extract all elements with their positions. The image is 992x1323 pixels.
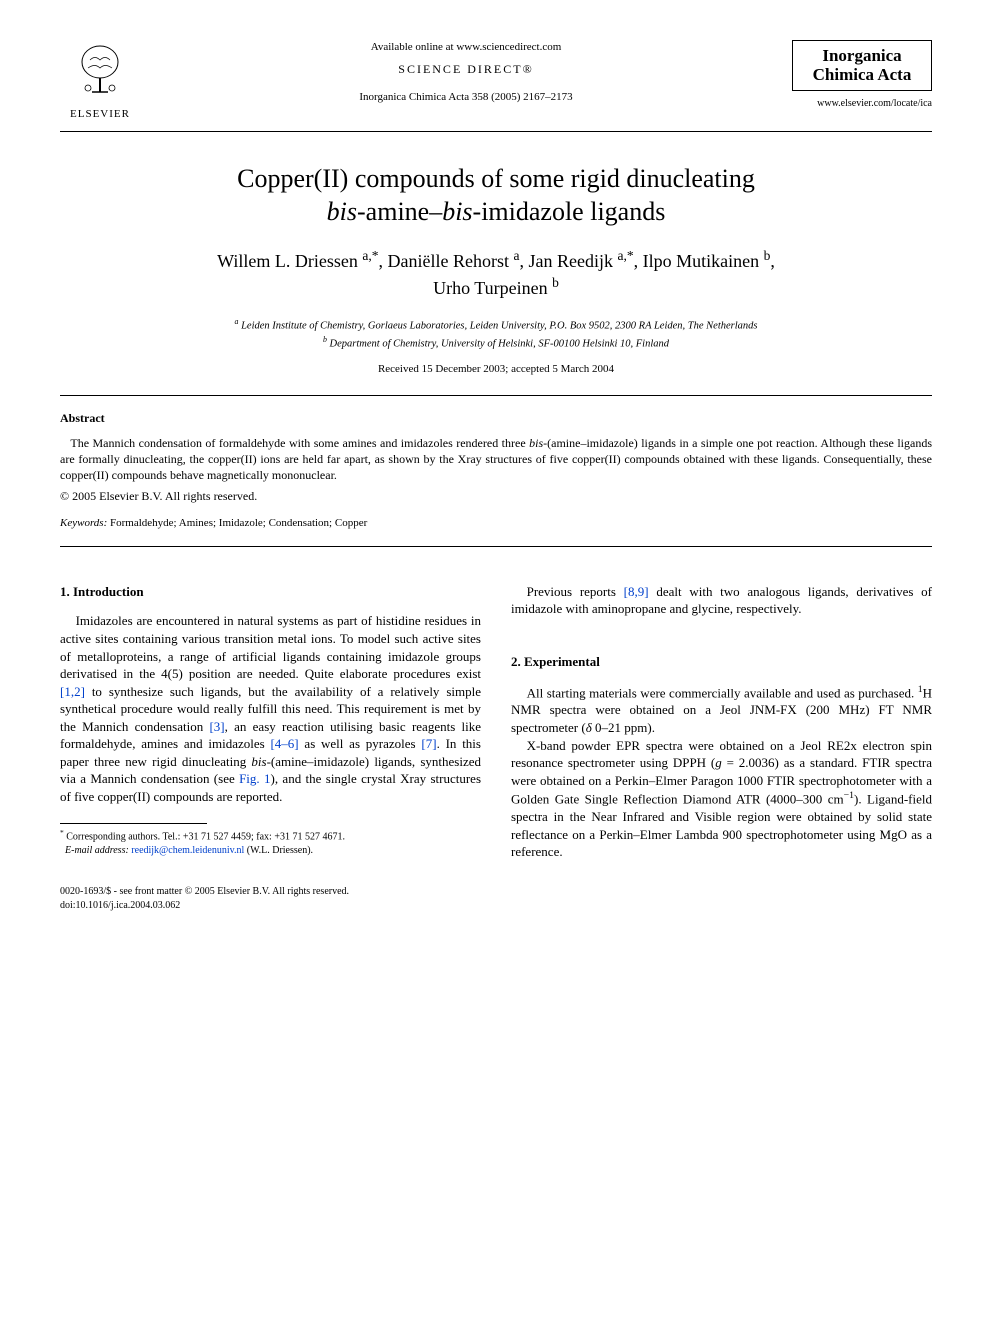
body-columns: 1. Introduction Imidazoles are encounter… bbox=[60, 583, 932, 861]
publisher-logo: ELSEVIER bbox=[60, 40, 140, 123]
journal-box: Inorganica Chimica Acta www.elsevier.com… bbox=[792, 40, 932, 111]
exp-paragraph-1: All starting materials were commercially… bbox=[511, 683, 932, 737]
abstract-bottom-rule bbox=[60, 546, 932, 547]
right-column: Previous reports [8,9] dealt with two an… bbox=[511, 583, 932, 861]
abstract-top-rule bbox=[60, 395, 932, 396]
article-dates: Received 15 December 2003; accepted 5 Ma… bbox=[60, 362, 932, 377]
header-center: Available online at www.sciencedirect.co… bbox=[140, 40, 792, 106]
abstract-text: The Mannich condensation of formaldehyde… bbox=[60, 435, 932, 484]
ref-link-1-2[interactable]: [1,2] bbox=[60, 684, 85, 699]
abstract-heading: Abstract bbox=[60, 410, 932, 427]
copyright-line: © 2005 Elsevier B.V. All rights reserved… bbox=[60, 488, 932, 505]
citation-line: Inorganica Chimica Acta 358 (2005) 2167–… bbox=[140, 90, 792, 105]
exp-paragraph-2: X-band powder EPR spectra were obtained … bbox=[511, 737, 932, 861]
header-rule bbox=[60, 131, 932, 132]
section-exp-heading: 2. Experimental bbox=[511, 653, 932, 671]
corresponding-footnote: * Corresponding authors. Tel.: +31 71 52… bbox=[60, 828, 481, 856]
available-online-text: Available online at www.sciencedirect.co… bbox=[140, 40, 792, 55]
email-link[interactable]: reedijk@chem.leidenuniv.nl bbox=[129, 845, 244, 856]
footnote-rule bbox=[60, 823, 207, 824]
left-column: 1. Introduction Imidazoles are encounter… bbox=[60, 583, 481, 861]
journal-url[interactable]: www.elsevier.com/locate/ica bbox=[792, 97, 932, 111]
journal-title: Inorganica Chimica Acta bbox=[792, 40, 932, 91]
page-footer: 0020-1693/$ - see front matter © 2005 El… bbox=[60, 885, 932, 913]
publisher-name: ELSEVIER bbox=[60, 107, 140, 122]
ref-link-8-9[interactable]: [8,9] bbox=[624, 584, 649, 599]
intro-paragraph: Imidazoles are encountered in natural sy… bbox=[60, 612, 481, 805]
footer-copyright: 0020-1693/$ - see front matter © 2005 El… bbox=[60, 885, 932, 899]
affiliations: a Leiden Institute of Chemistry, Gorlaeu… bbox=[60, 316, 932, 352]
ref-link-7[interactable]: [7] bbox=[421, 736, 436, 751]
footer-doi: doi:10.1016/j.ica.2004.03.062 bbox=[60, 899, 932, 913]
elsevier-tree-icon bbox=[70, 40, 130, 100]
keywords-label: Keywords: bbox=[60, 517, 107, 529]
intro-paragraph-2: Previous reports [8,9] dealt with two an… bbox=[511, 583, 932, 618]
ref-link-3[interactable]: [3] bbox=[209, 719, 224, 734]
ref-link-4-6[interactable]: [4–6] bbox=[270, 736, 298, 751]
article-title: Copper(II) compounds of some rigid dinuc… bbox=[100, 162, 892, 230]
keywords: Keywords: Formaldehyde; Amines; Imidazol… bbox=[60, 516, 932, 531]
section-intro-heading: 1. Introduction bbox=[60, 583, 481, 601]
sciencedirect-logo: SCIENCE DIRECT® bbox=[140, 61, 792, 78]
authors: Willem L. Driessen a,*, Daniëlle Rehorst… bbox=[60, 247, 932, 301]
figure-link-1[interactable]: Fig. 1 bbox=[239, 771, 270, 786]
header-bar: ELSEVIER Available online at www.science… bbox=[60, 40, 932, 123]
